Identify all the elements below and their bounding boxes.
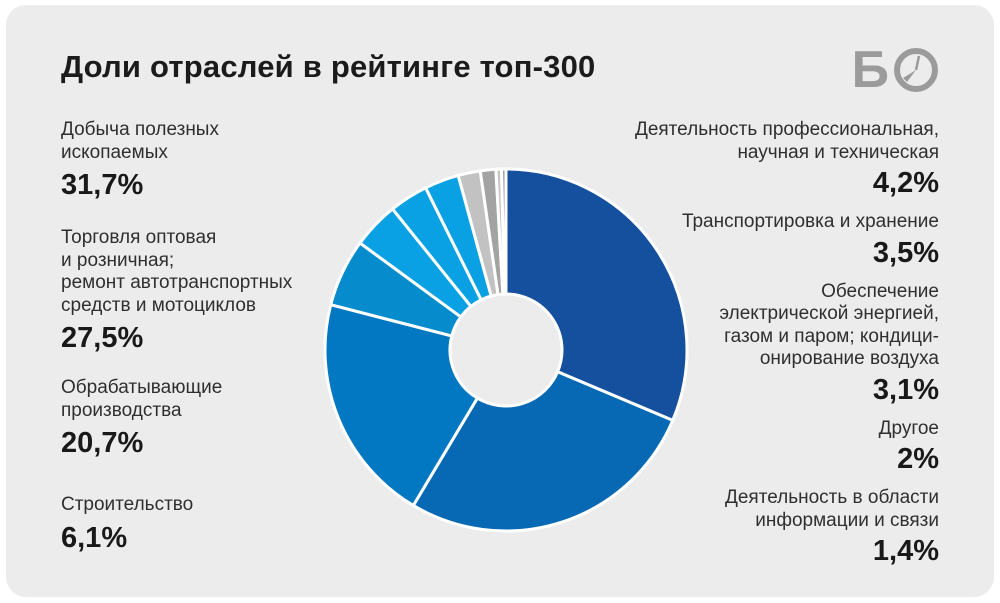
legend-value: 27,5% bbox=[61, 322, 144, 354]
legend-value-transport: 3,5% bbox=[872, 236, 939, 269]
legend-item-mining: Добыча полезных ископаемых 31,7% bbox=[61, 119, 351, 201]
legend-value: 20,7% bbox=[61, 427, 144, 459]
legend-label-professional: Деятельность профессиональная, научная и… bbox=[634, 119, 939, 163]
legend-value: 31,7% bbox=[61, 169, 144, 201]
pie-slice-manufacturing bbox=[323, 302, 480, 508]
legend-label: Обрабатывающие производства bbox=[61, 377, 223, 421]
logo-letter-b: Б bbox=[851, 41, 889, 99]
pie-slice-mining bbox=[504, 167, 689, 423]
pie-slice-sliver-2 bbox=[499, 167, 508, 296]
legend-value-information: 1,4% bbox=[872, 535, 939, 567]
brand-logo: Б bbox=[851, 41, 941, 99]
donut-chart bbox=[316, 160, 696, 540]
legend-label: Добыча полезных ископаемых bbox=[61, 119, 219, 163]
legend-label: Строительство bbox=[61, 494, 194, 515]
legend-item-trade: Торговля оптовая и розничная; ремонт авт… bbox=[61, 227, 351, 354]
legend-item-construction: Строительство 6,1% bbox=[61, 494, 351, 554]
page-title: Доли отраслей в рейтинге топ-300 bbox=[61, 49, 596, 84]
legend-value: 6,1% bbox=[61, 521, 128, 554]
pie-slice-trade bbox=[411, 369, 675, 533]
donut-chart-svg bbox=[323, 167, 689, 533]
legend-value-professional: 4,2% bbox=[872, 167, 939, 199]
legend-label-other: Другое bbox=[878, 417, 939, 439]
right-legend-column: Деятельность профессиональная, научная и… bbox=[579, 119, 939, 579]
legend-value-energy: 3,1% bbox=[872, 373, 939, 406]
legend-label-transport: Транспортировка и хранение bbox=[681, 211, 939, 232]
clock-icon bbox=[894, 48, 938, 92]
legend-value-other: 2% bbox=[897, 443, 939, 475]
legend-label: Торговля оптовая и розничная; ремонт авт… bbox=[61, 227, 293, 316]
legend-label-energy: Обеспечение электрической энергией, газо… bbox=[719, 280, 939, 370]
legend-item-manufacturing: Обрабатывающие производства 20,7% bbox=[61, 377, 351, 459]
legend-label-information: Деятельность в области информации и связ… bbox=[724, 487, 939, 531]
card-background: Доли отраслей в рейтинге топ-300 Б Добыч… bbox=[6, 5, 994, 597]
